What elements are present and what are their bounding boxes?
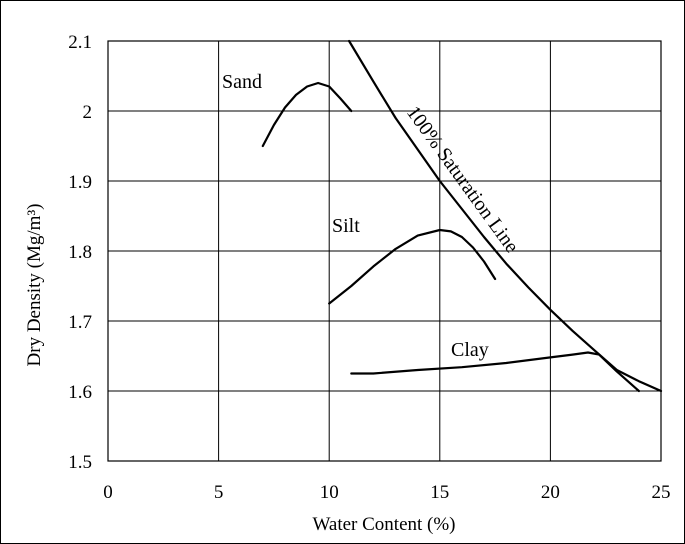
y-tick-label: 2: [83, 102, 93, 123]
y-tick-label: 1.5: [68, 452, 92, 473]
x-tick-labels: 0 5 10 15 20 25: [103, 482, 670, 503]
series-line-saturation: [348, 39, 663, 393]
x-axis-label: Water Content (%): [312, 514, 455, 535]
series-line-sand: [261, 81, 353, 148]
y-tick-label: 1.8: [68, 242, 92, 263]
x-tick-label: 0: [103, 482, 113, 503]
series-line-silt: [328, 228, 497, 305]
y-tick-label: 2.1: [68, 32, 92, 53]
x-tick-label: 15: [430, 482, 449, 503]
series-label-silt: Silt: [332, 215, 360, 237]
y-tick-labels: 1.5 1.6 1.7 1.8 1.9 2 2.1: [68, 32, 92, 473]
x-tick-label: 5: [214, 482, 224, 503]
series-label-saturation: 100% Saturation Line: [402, 102, 523, 257]
series-label-sand: Sand: [222, 71, 262, 93]
x-tick-label: 25: [652, 482, 671, 503]
y-tick-label: 1.9: [68, 172, 92, 193]
plot-area: [107, 40, 662, 462]
grid: [108, 41, 661, 461]
y-tick-label: 1.6: [68, 382, 92, 403]
y-tick-label: 1.7: [68, 312, 92, 333]
series-label-clay: Clay: [451, 339, 489, 361]
x-tick-label: 10: [320, 482, 339, 503]
series-line-clay: [350, 351, 641, 393]
x-tick-label: 20: [541, 482, 560, 503]
y-axis-label: Dry Density (Mg/m³): [24, 204, 45, 367]
series-group: [261, 39, 663, 393]
